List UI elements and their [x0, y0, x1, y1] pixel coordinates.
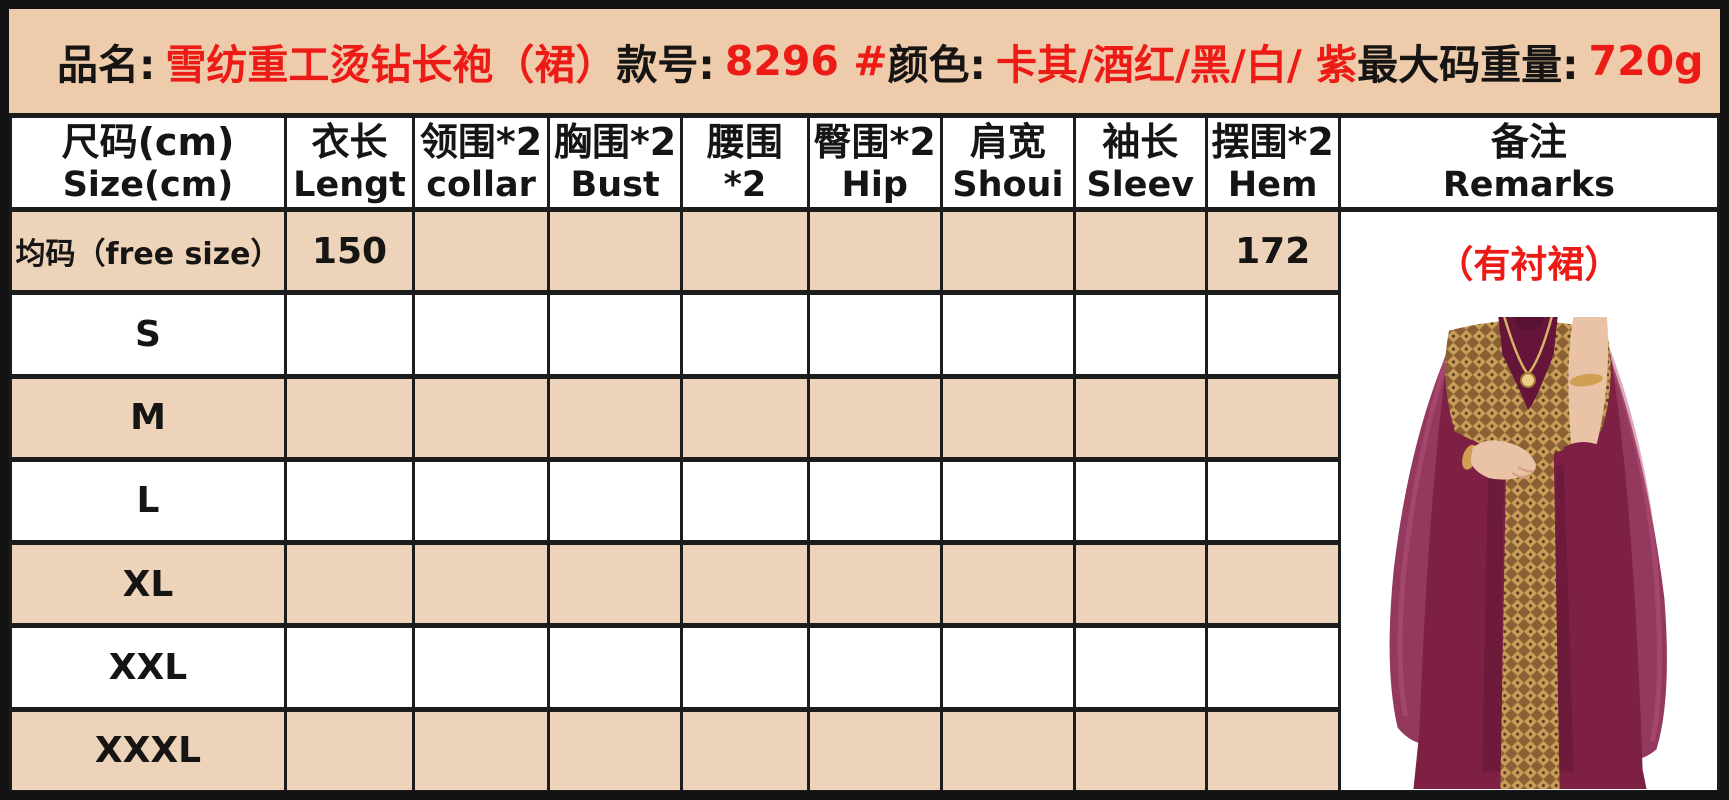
cell-size: 均码（free size） [9, 206, 287, 296]
cell-waist [680, 540, 810, 629]
cell-sleeve [1073, 290, 1208, 379]
product-name-label: 品名: [57, 41, 156, 89]
cell-hem [1204, 373, 1341, 462]
cell-length: 150 [283, 206, 416, 296]
cell-sleeve [1073, 456, 1208, 546]
cell-shoulder [939, 456, 1077, 546]
weight-value: 720g [1588, 37, 1704, 85]
cell-length [283, 706, 416, 791]
cell-waist [680, 290, 810, 379]
cell-collar [412, 456, 550, 546]
cell-hip [806, 706, 943, 791]
cell-hip [806, 623, 943, 712]
cell-sleeve [1073, 623, 1208, 712]
cell-hem: 172 [1204, 206, 1341, 296]
remarks-cell: （有衬裙） [1337, 207, 1720, 791]
table-row-xxxl: XXXL [9, 706, 1719, 791]
cell-length [283, 540, 416, 629]
cell-collar [412, 540, 550, 629]
cell-hem [1204, 540, 1341, 629]
color-values: 卡其/酒红/黑/白/ 紫 [995, 41, 1358, 89]
cell-waist [680, 206, 810, 296]
product-header: 品名: 雪纺重工烫钻长袍（裙） 款号: 8296 # 颜色: 卡其/酒红/黑/白… [9, 9, 1720, 113]
cell-size: XXL [9, 623, 287, 712]
cell-size: XL [9, 540, 287, 629]
color-group: 颜色: 卡其/酒红/黑/白/ 紫 [888, 31, 1358, 91]
cell-hem [1204, 623, 1341, 712]
cell-hip [806, 206, 943, 296]
cell-length [283, 623, 416, 712]
cell-collar [412, 290, 550, 379]
col-header-length: 衣长 Lengt [283, 113, 416, 212]
cell-shoulder [939, 540, 1077, 629]
col-header-remarks: 备注 Remarks [1337, 113, 1720, 212]
style-number-value: 8296 # [724, 37, 888, 85]
cell-collar [412, 206, 550, 296]
col-header-shoulder: 肩宽 Shoui [939, 113, 1077, 212]
header-row: 尺码(cm) Size(cm) 衣长 Lengt 领围*2 collar 胸围*2 Bu… [9, 113, 1720, 212]
table-row-freesize: 均码（free size） 150 172 （有衬裙） [9, 206, 1720, 791]
style-number-label: 款号: [616, 41, 715, 89]
col-header-bust: 胸围*2 Bust [546, 113, 684, 212]
cell-size: XXXL [9, 706, 287, 791]
style-number-group: 款号: 8296 # [616, 31, 887, 91]
cell-waist [680, 373, 810, 462]
cell-sleeve [1073, 206, 1208, 296]
cell-hip [806, 540, 943, 629]
cell-waist [680, 623, 810, 712]
cell-hem [1204, 290, 1341, 379]
cell-bust [546, 290, 684, 379]
col-header-waist: 腰围 *2 [680, 113, 810, 212]
cell-collar [412, 706, 550, 791]
cell-waist [680, 706, 810, 791]
product-name-group: 品名: 雪纺重工烫钻长袍（裙） [57, 31, 616, 91]
weight-group: 最大码重量: 720g [1357, 31, 1703, 91]
product-name-value: 雪纺重工烫钻长袍（裙） [165, 41, 617, 89]
cell-hem [1204, 456, 1341, 546]
cell-shoulder [939, 290, 1077, 379]
cell-shoulder [939, 706, 1077, 791]
dress-photo [1389, 316, 1667, 788]
cell-bust [546, 206, 684, 296]
cell-length [283, 373, 416, 462]
cell-bust [546, 456, 684, 546]
size-table: 尺码(cm) Size(cm) 衣长 Lengt 领围*2 collar 胸围*2 Bu… [9, 113, 1720, 791]
cell-size: L [9, 456, 287, 546]
cell-sleeve [1073, 706, 1208, 791]
cell-collar [412, 623, 550, 712]
table-row-xl: XL [9, 540, 1719, 629]
color-label: 颜色: [887, 41, 986, 89]
col-header-hip: 臀围*2 Hip [806, 113, 943, 212]
remarks-note: （有衬裙） [1436, 243, 1622, 286]
cell-hem [1204, 706, 1341, 791]
col-header-size: 尺码(cm) Size(cm) [9, 113, 287, 212]
cell-waist [680, 456, 810, 546]
cell-hip [806, 373, 943, 462]
cell-bust [546, 373, 684, 462]
weight-label: 最大码重量: [1357, 41, 1579, 89]
cell-length [283, 456, 416, 546]
cell-bust [546, 706, 684, 791]
cell-shoulder [939, 373, 1077, 462]
col-header-sleeve: 袖长 Sleev [1073, 113, 1208, 212]
cell-collar [412, 373, 550, 462]
col-header-collar: 领围*2 collar [412, 113, 550, 212]
cell-size: S [9, 290, 287, 379]
cell-sleeve [1073, 540, 1208, 629]
cell-sleeve [1073, 373, 1208, 462]
cell-bust [546, 540, 684, 629]
col-header-hem: 摆围*2 Hem [1204, 113, 1341, 212]
cell-length [283, 290, 416, 379]
cell-hip [806, 456, 943, 546]
cell-size: M [9, 373, 287, 462]
cell-bust [546, 623, 684, 712]
cell-shoulder [939, 206, 1077, 296]
cell-shoulder [939, 623, 1077, 712]
cell-hip [806, 290, 943, 379]
